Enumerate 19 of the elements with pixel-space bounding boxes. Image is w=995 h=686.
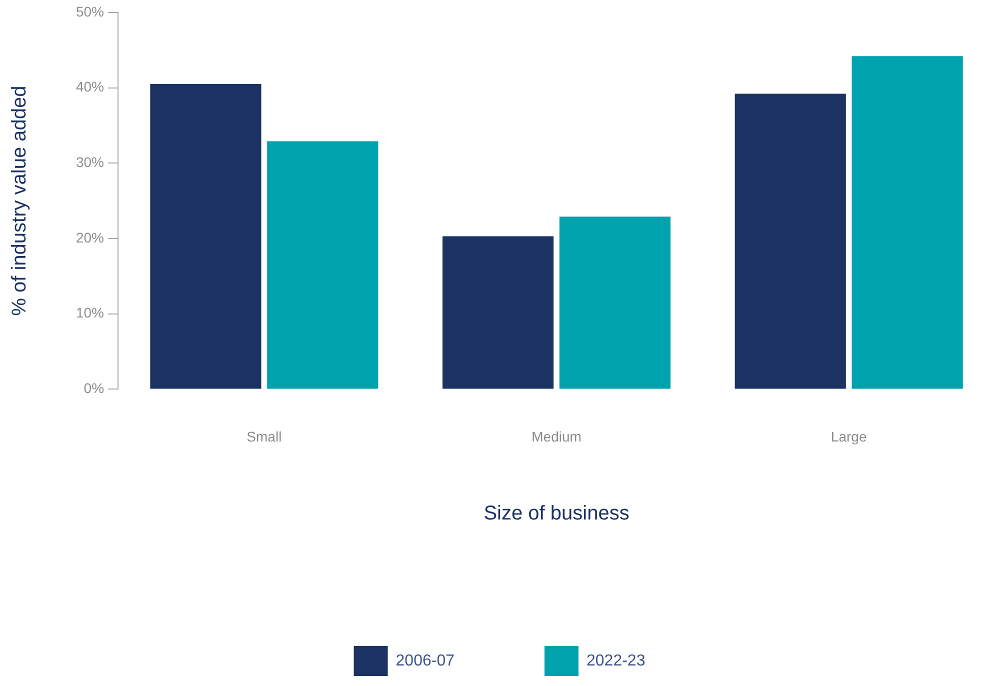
bar [150,84,262,389]
y-axis-title: % of industry value added [8,86,31,316]
y-tick-label: 10% [76,304,104,321]
x-tick-label: Medium [532,428,582,444]
bar [559,216,671,389]
bar [267,141,378,389]
x-tick-label: Small [246,428,282,444]
y-tick-label: 20% [76,229,104,246]
y-tick-label: 50% [76,3,104,20]
bar [442,236,554,389]
x-axis-title: Size of business [484,502,630,525]
bar [852,56,963,389]
x-tick-label: Large [830,428,867,444]
bar [734,94,846,389]
y-tick-label: 0% [84,380,104,396]
legend-label: 2022-23 [586,652,646,670]
y-tick-label: 30% [76,154,104,170]
legend-label: 2006-07 [396,652,455,670]
y-tick-label: 40% [76,78,104,95]
